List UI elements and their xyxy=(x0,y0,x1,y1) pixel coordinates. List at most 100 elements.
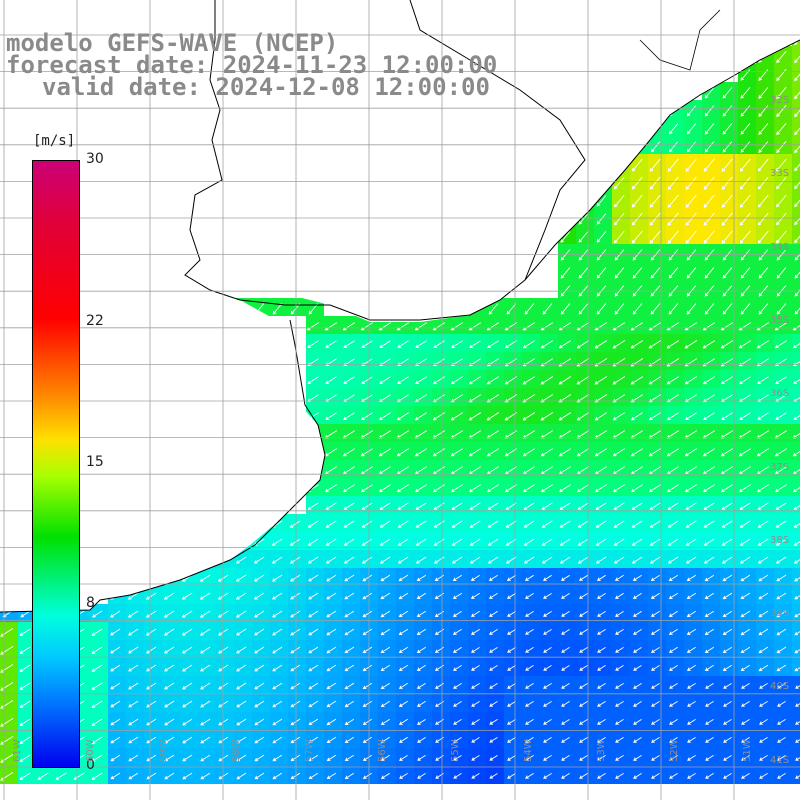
wind-arrow xyxy=(271,574,283,582)
wind-arrow xyxy=(597,772,606,779)
wind-arrow xyxy=(127,592,139,600)
wind-arrow xyxy=(378,466,391,475)
wind-arrow xyxy=(666,340,680,349)
wind-arrow xyxy=(705,700,714,707)
longitude-label: 54W xyxy=(523,739,534,762)
wind-arrow xyxy=(702,484,715,493)
wind-arrow xyxy=(217,610,229,618)
wind-arrow xyxy=(792,487,800,493)
wind-arrow xyxy=(649,520,661,528)
wind-arrow xyxy=(794,109,800,118)
wind-arrow xyxy=(452,574,462,581)
wind-arrow xyxy=(342,466,355,475)
wind-arrow xyxy=(0,682,14,691)
wind-arrow xyxy=(507,682,516,689)
wind-arrow xyxy=(181,628,193,636)
wind-arrow xyxy=(308,592,319,600)
wind-arrow xyxy=(722,285,733,297)
wind-arrow xyxy=(630,448,643,457)
wind-arrow xyxy=(362,682,373,690)
wind-arrow xyxy=(417,754,426,761)
wind-arrow xyxy=(128,628,139,636)
wind-arrow xyxy=(489,755,498,761)
wind-arrow xyxy=(342,448,355,457)
wind-arrow xyxy=(775,502,787,510)
wind-arrow xyxy=(759,754,768,761)
wind-arrow xyxy=(686,267,697,279)
wind-arrow xyxy=(776,158,787,172)
wind-arrow xyxy=(595,520,607,528)
wind-arrow xyxy=(596,267,607,279)
wind-arrow xyxy=(236,772,247,780)
wind-arrow xyxy=(776,628,787,636)
wind-arrow xyxy=(200,664,211,672)
wind-arrow xyxy=(648,448,661,457)
wind-arrow xyxy=(540,466,553,475)
wind-arrow xyxy=(217,592,229,600)
wind-arrow xyxy=(145,592,157,600)
wind-arrow xyxy=(91,700,103,708)
wind-arrow xyxy=(344,772,354,779)
wind-arrow xyxy=(362,574,373,582)
wind-arrow xyxy=(362,664,373,672)
wind-arrow xyxy=(705,754,714,761)
wind-arrow xyxy=(704,628,715,635)
wind-cell xyxy=(792,532,800,550)
wind-arrow xyxy=(272,718,283,726)
wind-arrow xyxy=(128,736,139,744)
wind-arrow xyxy=(631,556,643,564)
wind-arrow xyxy=(594,466,607,475)
colorbar-tick: 15 xyxy=(86,454,104,470)
wind-arrow xyxy=(794,55,800,64)
wind-arrow xyxy=(615,772,624,779)
latitude-label: 35S xyxy=(770,314,790,326)
wind-arrow xyxy=(432,412,446,421)
wind-arrow xyxy=(450,412,464,421)
wind-arrow xyxy=(757,520,769,528)
wind-arrow xyxy=(776,50,787,64)
wind-arrow xyxy=(469,520,481,528)
wind-arrow xyxy=(757,376,769,385)
wind-arrow xyxy=(559,538,571,546)
wind-cell xyxy=(792,478,800,496)
wind-arrow xyxy=(488,574,498,581)
wind-arrow xyxy=(741,772,750,779)
wind-arrow xyxy=(542,303,553,315)
wind-arrow xyxy=(739,538,751,546)
wind-arrow xyxy=(705,736,714,743)
wind-arrow xyxy=(415,376,427,385)
wind-arrow xyxy=(650,303,661,315)
wind-cell xyxy=(792,694,800,712)
wind-arrow xyxy=(524,303,535,315)
wind-arrow xyxy=(612,340,626,349)
wind-arrow xyxy=(308,736,319,744)
wind-arrow xyxy=(236,700,247,708)
wind-arrow xyxy=(489,773,498,779)
wind-arrow xyxy=(361,412,373,421)
wind-arrow xyxy=(758,592,769,600)
wind-arrow xyxy=(558,448,571,457)
wind-arrow xyxy=(633,646,642,653)
wind-arrow xyxy=(326,628,337,636)
wind-arrow xyxy=(55,772,67,780)
wind-arrow xyxy=(577,556,589,564)
wind-arrow xyxy=(703,556,715,564)
wind-arrow xyxy=(774,448,787,457)
wind-arrow xyxy=(19,664,31,672)
wind-arrow xyxy=(685,538,697,546)
wind-arrow xyxy=(470,574,480,581)
wind-arrow xyxy=(487,520,499,528)
wind-arrow xyxy=(522,376,536,385)
wind-arrow xyxy=(776,86,787,100)
wind-arrow xyxy=(579,772,588,779)
wind-arrow xyxy=(433,556,445,564)
wind-arrow xyxy=(326,718,337,726)
wind-arrow xyxy=(686,303,697,315)
wind-arrow xyxy=(146,682,157,690)
wind-arrow xyxy=(667,520,679,528)
wind-arrow xyxy=(540,412,554,421)
wind-arrow xyxy=(37,772,49,780)
wind-arrow xyxy=(631,212,643,226)
wind-arrow xyxy=(720,484,733,493)
wind-arrow xyxy=(666,448,679,457)
